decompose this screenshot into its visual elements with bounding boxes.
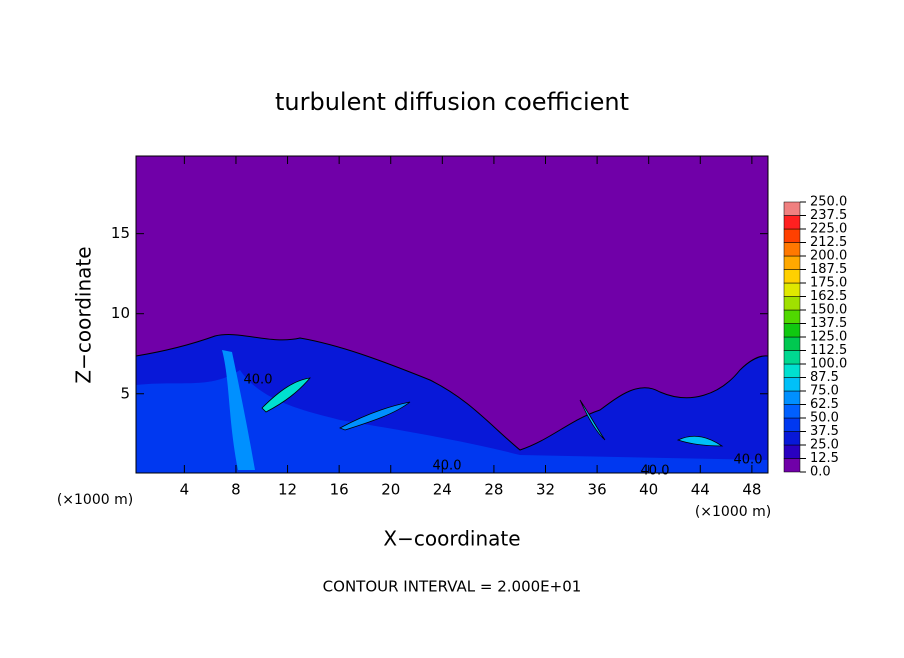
colorbar-label: 175.0 — [810, 276, 847, 291]
colorbar-swatch — [783, 350, 801, 365]
colorbar-label: 37.5 — [810, 424, 839, 439]
colorbar-label: 25.0 — [810, 438, 839, 453]
colorbar-label: 187.5 — [810, 262, 847, 277]
x-unit: (×1000 m) — [695, 504, 771, 520]
x-unit: (×1000 m) — [57, 492, 133, 508]
contour-label: 40.0 — [433, 459, 462, 474]
colorbar-swatch — [783, 255, 801, 270]
colorbar-swatch — [783, 377, 801, 392]
colorbar-label: 125.0 — [810, 330, 847, 345]
colorbar-label: 137.5 — [810, 316, 847, 331]
colorbar-swatch — [783, 336, 801, 351]
contour-label: 40.0 — [641, 464, 670, 479]
colorbar-swatch — [783, 215, 801, 230]
colorbar-swatch — [783, 309, 801, 324]
x-tick-label: 28 — [484, 481, 503, 499]
x-tick-label: 24 — [433, 481, 452, 499]
x-tick-label: 32 — [536, 481, 555, 499]
colorbar-swatch — [783, 323, 801, 338]
contour-label: 40.0 — [734, 453, 763, 468]
chart-title: turbulent diffusion coefficient — [275, 88, 629, 116]
colorbar-swatch — [783, 458, 801, 473]
colorbar-label: 112.5 — [810, 343, 847, 358]
contour-label: 40.0 — [244, 373, 273, 388]
colorbar-label: 162.5 — [810, 289, 847, 304]
colorbar-swatch — [783, 417, 801, 432]
colorbar-label: 250.0 — [810, 195, 847, 210]
field-streak — [339, 401, 411, 431]
colorbar-swatch — [783, 431, 801, 446]
footer: CONTOUR INTERVAL = 2.000E+01 — [323, 578, 582, 596]
colorbar-label: 150.0 — [810, 303, 847, 318]
colorbar-swatch — [783, 444, 801, 459]
colorbar-swatch — [783, 296, 801, 311]
colorbar-label: 0.0 — [810, 465, 831, 480]
x-tick-label: 36 — [588, 481, 607, 499]
colorbar-swatch — [783, 404, 801, 419]
y-axis-label: Z−coordinate — [72, 246, 96, 383]
x-tick-label: 44 — [691, 481, 710, 499]
x-tick-label: 4 — [180, 481, 190, 499]
field-streak — [579, 399, 606, 441]
colorbar-label: 200.0 — [810, 249, 847, 264]
colorbar-swatch — [783, 201, 801, 216]
y-tick-label: 15 — [111, 224, 130, 242]
x-tick-label: 8 — [231, 481, 241, 499]
y-tick-label: 5 — [120, 384, 130, 402]
x-tick-label: 40 — [639, 481, 658, 499]
colorbar-label: 50.0 — [810, 411, 839, 426]
colorbar-swatch — [783, 242, 801, 257]
colorbar-swatch — [783, 363, 801, 378]
plot-frame — [135, 155, 769, 474]
x-axis-label: X−coordinate — [383, 527, 520, 551]
field-streak — [222, 350, 255, 470]
field-streak — [676, 435, 724, 447]
colorbar-swatch — [783, 282, 801, 297]
colorbar-swatch — [783, 228, 801, 243]
colorbar-swatch — [783, 390, 801, 405]
colorbar-label: 100.0 — [810, 357, 847, 372]
y-tick-label: 10 — [111, 304, 130, 322]
colorbar-label: 87.5 — [810, 370, 839, 385]
field-region — [136, 370, 768, 473]
x-tick-label: 16 — [330, 481, 349, 499]
field — [135, 155, 769, 474]
x-tick-label: 12 — [278, 481, 297, 499]
colorbar-label: 62.5 — [810, 397, 839, 412]
colorbar-label: 225.0 — [810, 222, 847, 237]
colorbar-label: 212.5 — [810, 235, 847, 250]
colorbar-label: 12.5 — [810, 451, 839, 466]
x-tick-label: 20 — [381, 481, 400, 499]
field-streak — [261, 377, 311, 413]
colorbar-swatch — [783, 269, 801, 284]
x-tick-label: 48 — [742, 481, 761, 499]
colorbar-label: 75.0 — [810, 384, 839, 399]
colorbar-label: 237.5 — [810, 208, 847, 223]
